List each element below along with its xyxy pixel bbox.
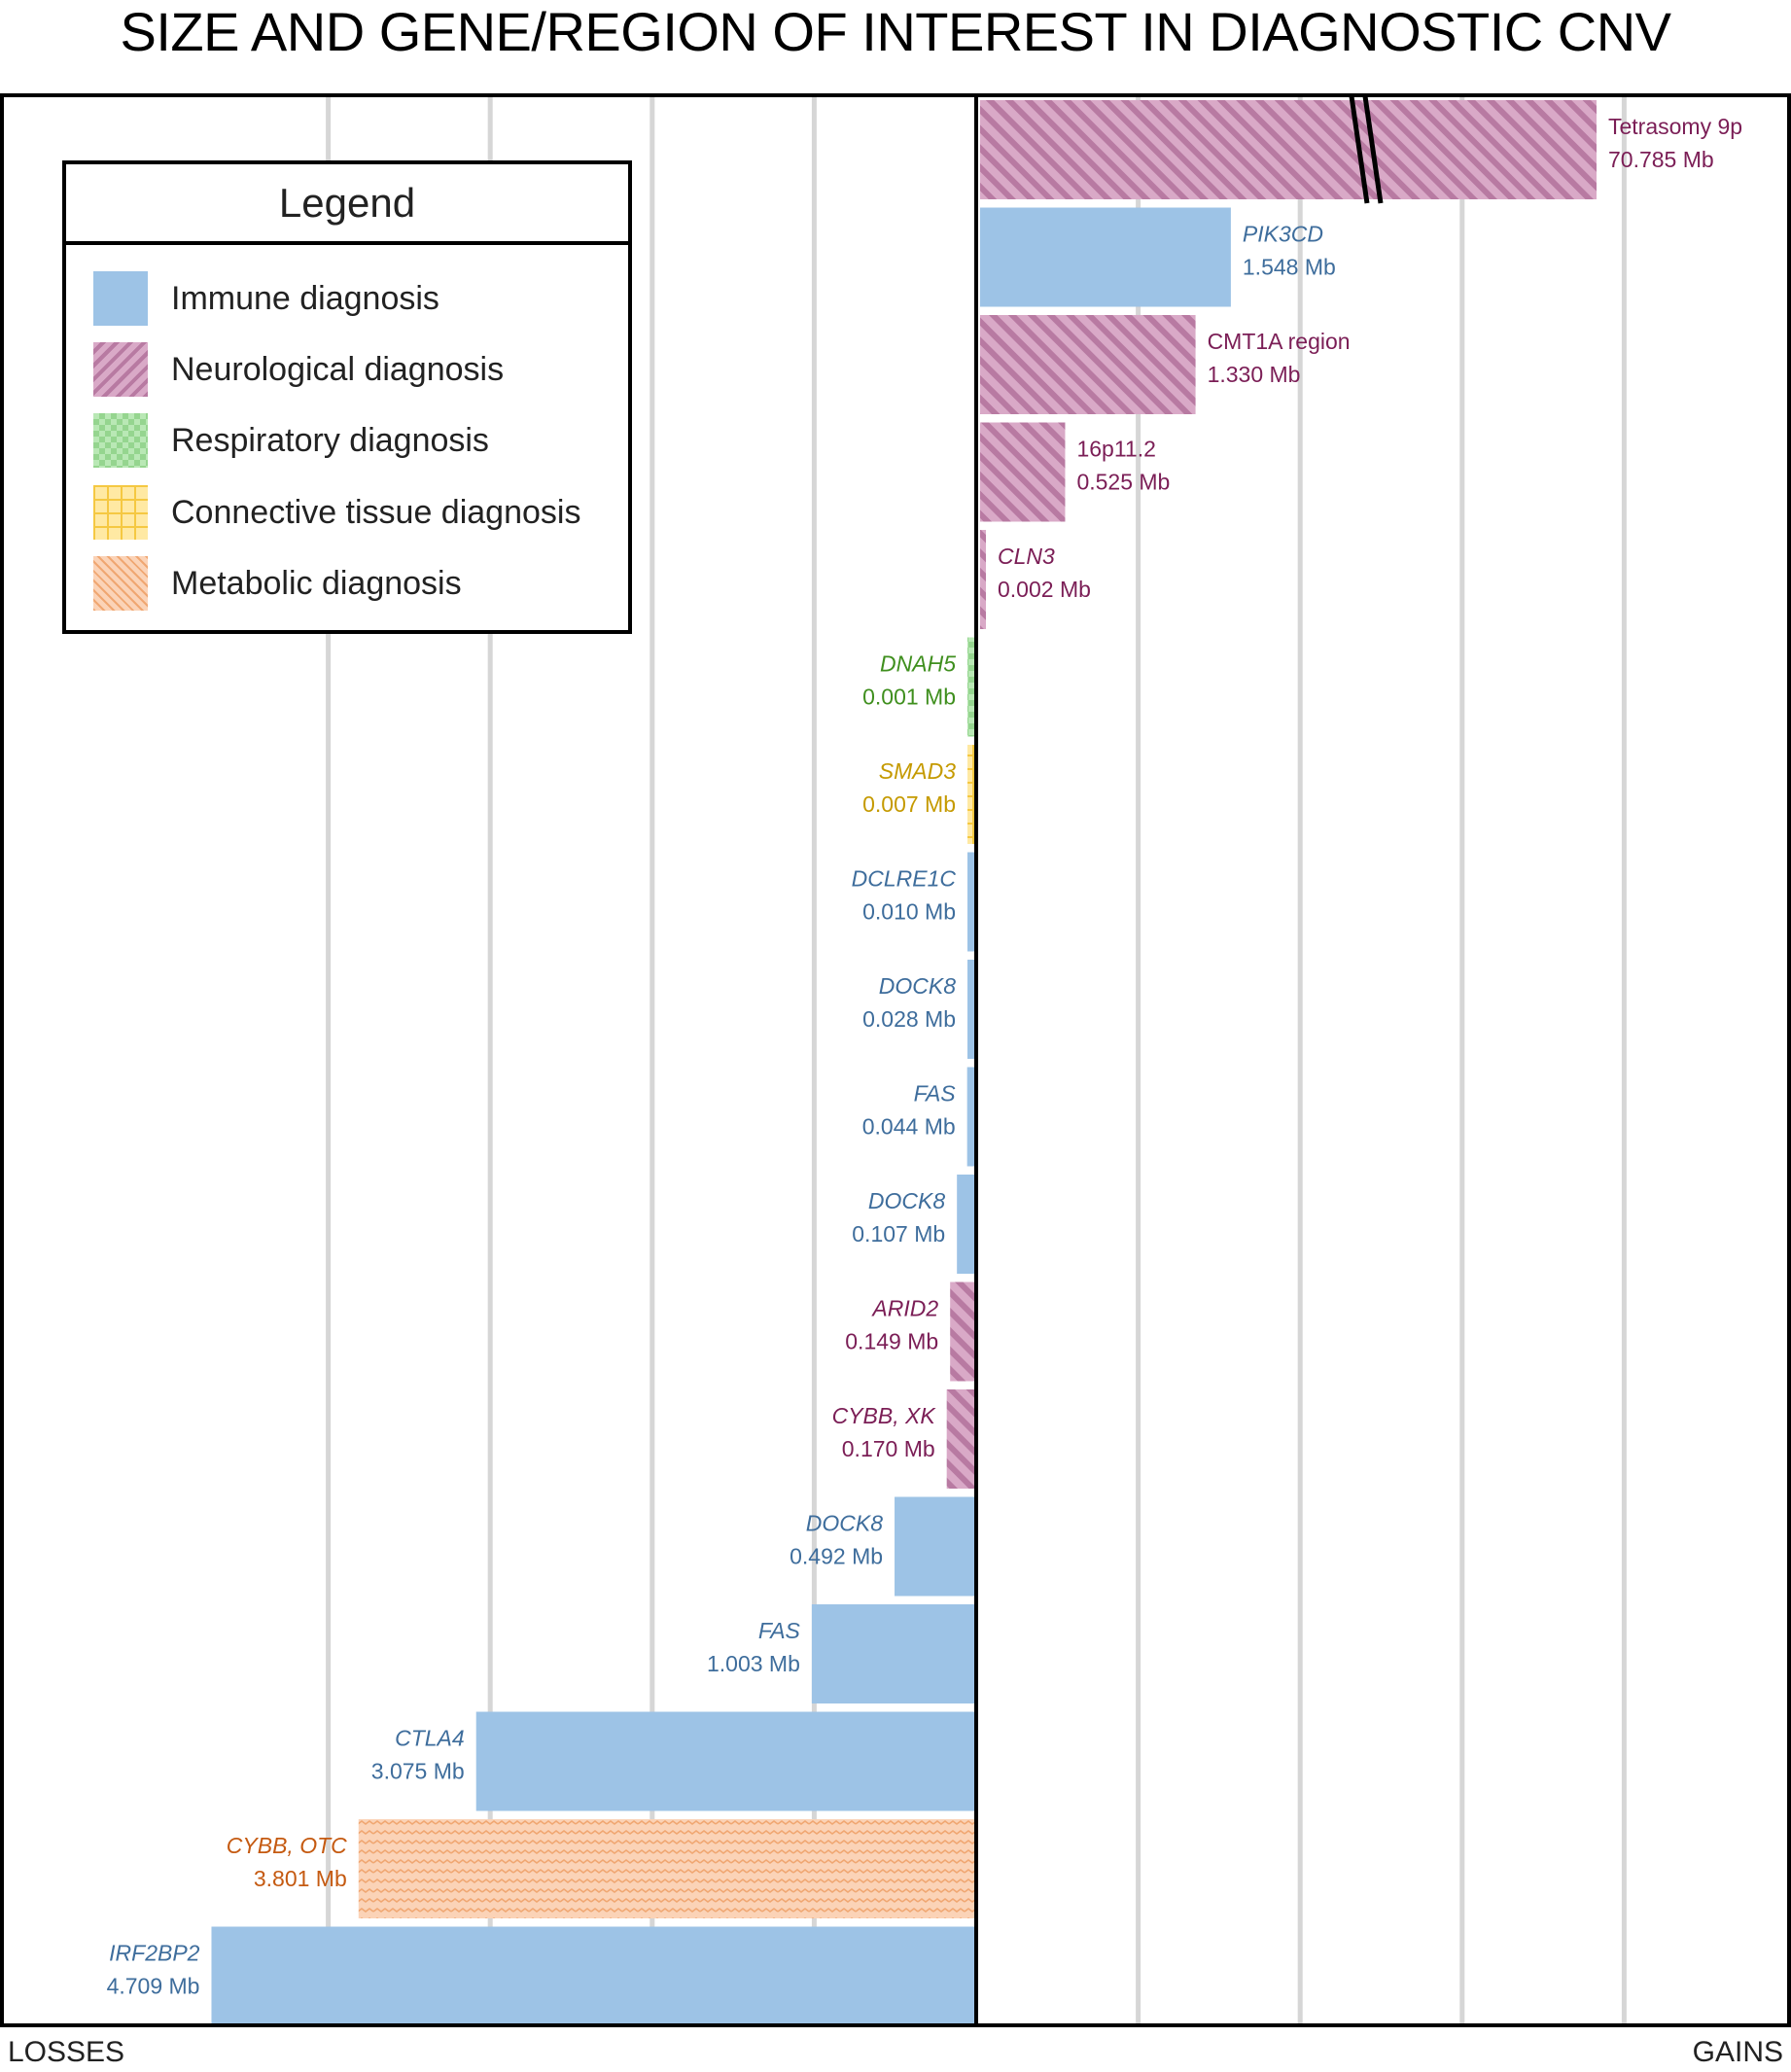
loss-bar-11 bbox=[358, 1819, 974, 1918]
loss-label-7: CYBB, XK 0.170 Mb bbox=[832, 1403, 937, 1461]
legend-item-respiratory: Respiratory diagnosis bbox=[93, 413, 489, 468]
plot-frame bbox=[0, 93, 1791, 2027]
loss-bar-8 bbox=[895, 1496, 974, 1597]
chart-title: SIZE AND GENE/REGION OF INTEREST IN DIAG… bbox=[120, 1, 1671, 62]
legend-item-neurological: Neurological diagnosis bbox=[93, 342, 504, 397]
legend-label-connective: Connective tissue diagnosis bbox=[171, 493, 581, 531]
loss-label-0: DNAH5 0.001 Mb bbox=[862, 651, 956, 710]
legend-label-respiratory: Respiratory diagnosis bbox=[171, 421, 489, 459]
legend-label-immune: Immune diagnosis bbox=[171, 279, 439, 317]
loss-bar-1 bbox=[967, 745, 974, 844]
legend-item-metabolic: Metabolic diagnosis bbox=[93, 556, 462, 611]
loss-label-3: DOCK8 0.028 Mb bbox=[862, 973, 956, 1032]
gain-label-3: 16p11.2 0.525 Mb bbox=[1076, 437, 1170, 495]
loss-bar-6 bbox=[950, 1282, 974, 1382]
legend-item-immune: Immune diagnosis bbox=[93, 271, 439, 326]
loss-label-4: FAS 0.044 Mb bbox=[862, 1081, 957, 1140]
loss-label-6: ARID2 0.149 Mb bbox=[845, 1296, 938, 1354]
gain-bar-0 bbox=[980, 100, 1597, 199]
axis-break-mark-1 bbox=[1362, 95, 1384, 204]
loss-bar-12 bbox=[211, 1926, 975, 2026]
legend-swatch-immune bbox=[93, 271, 148, 326]
loss-label-5: DOCK8 0.107 Mb bbox=[852, 1188, 945, 1247]
gain-bar-2 bbox=[980, 315, 1196, 414]
gain-bar-3 bbox=[980, 422, 1066, 522]
loss-label-9: FAS 1.003 Mb bbox=[707, 1618, 801, 1676]
loss-bar-7 bbox=[946, 1389, 974, 1489]
loss-bar-4 bbox=[966, 1067, 974, 1167]
axis-break-mark-0 bbox=[1349, 95, 1370, 204]
loss-bar-9 bbox=[811, 1604, 974, 1703]
legend-swatch-respiratory bbox=[93, 413, 148, 468]
legend-item-connective: Connective tissue diagnosis bbox=[93, 485, 580, 540]
loss-label-8: DOCK8 0.492 Mb bbox=[790, 1511, 883, 1569]
legend: Legend Immune diagnosis Neurological diag… bbox=[62, 160, 632, 634]
legend-label-neurological: Neurological diagnosis bbox=[171, 350, 505, 388]
loss-label-2: DCLRE1C 0.010 Mb bbox=[852, 866, 957, 925]
loss-bar-3 bbox=[967, 960, 974, 1059]
losses-label: LOSSES bbox=[8, 2036, 125, 2068]
legend-swatch-connective bbox=[93, 485, 148, 540]
gain-label-0: Tetrasomy 9p 70.785 Mb bbox=[1608, 114, 1742, 172]
gain-bar-1 bbox=[980, 207, 1231, 307]
legend-swatch-neurological bbox=[93, 342, 148, 397]
loss-label-1: SMAD3 0.007 Mb bbox=[862, 758, 956, 817]
loss-label-11: CYBB, OTC 3.801 Mb bbox=[227, 1833, 347, 1891]
loss-bar-5 bbox=[957, 1175, 974, 1274]
gain-bar-4 bbox=[980, 530, 986, 629]
loss-bar-0 bbox=[967, 637, 974, 737]
legend-label-metabolic: Metabolic diagnosis bbox=[171, 564, 462, 602]
gains-label: GAINS bbox=[1692, 2036, 1783, 2068]
loss-bar-2 bbox=[967, 852, 974, 952]
loss-label-10: CTLA4 3.075 Mb bbox=[371, 1726, 465, 1784]
gain-label-4: CLN3 0.002 Mb bbox=[998, 544, 1091, 602]
legend-title: Legend bbox=[66, 164, 628, 245]
loss-label-12: IRF2BP2 4.709 Mb bbox=[107, 1941, 200, 1999]
loss-bar-10 bbox=[475, 1711, 975, 1811]
gain-label-1: PIK3CD 1.548 Mb bbox=[1243, 222, 1336, 280]
legend-swatch-metabolic bbox=[93, 556, 148, 611]
gain-label-2: CMT1A region 1.330 Mb bbox=[1208, 329, 1351, 387]
